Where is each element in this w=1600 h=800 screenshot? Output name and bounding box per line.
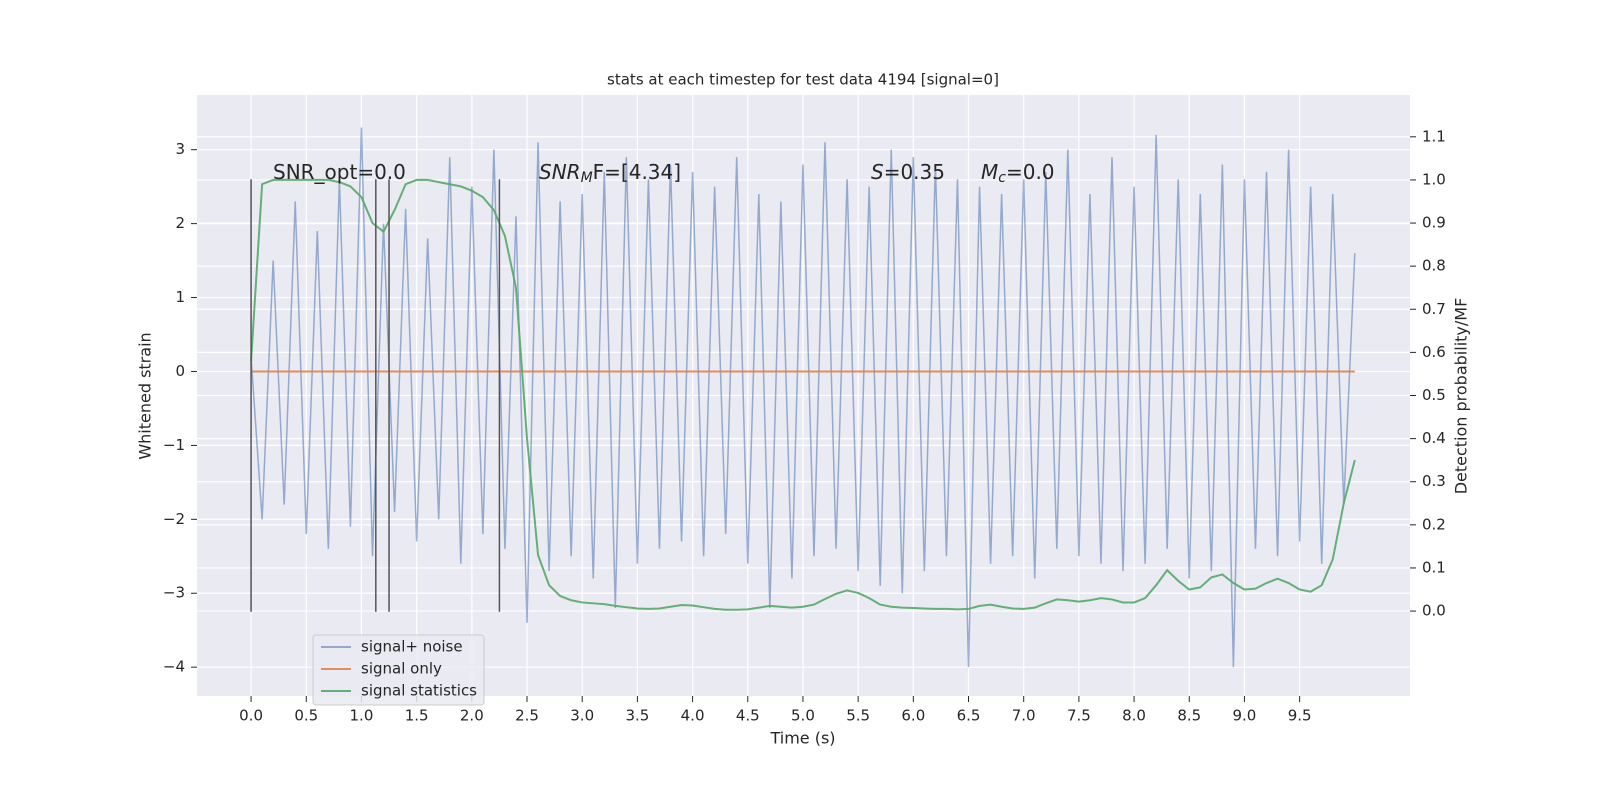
y2-tick-label: 0.7	[1422, 300, 1446, 318]
x-tick-label: 6.5	[957, 707, 981, 725]
annotation-rest: =0.0	[1006, 160, 1055, 184]
annotation: SNRMF=[4.34]	[539, 160, 681, 187]
y2-tick-label: 0.2	[1422, 515, 1446, 533]
y2-tick-label: 0.0	[1422, 602, 1446, 620]
x-tick-label: 5.0	[791, 707, 815, 725]
x-tick-label: 8.0	[1122, 707, 1146, 725]
chart-title: stats at each timestep for test data 419…	[607, 71, 999, 89]
x-tick-label: 6.0	[901, 707, 925, 725]
y2-tick-label: 0.8	[1422, 257, 1446, 275]
x-tick-label: 7.0	[1012, 707, 1036, 725]
x-tick-label: 2.0	[460, 707, 484, 725]
annotation-rest: =0.35	[884, 160, 945, 184]
y2-tick-label: 0.5	[1422, 386, 1446, 404]
legend-label: signal+ noise	[361, 638, 463, 656]
series-line	[250, 178, 1356, 611]
y2-tick-label: 0.9	[1422, 214, 1446, 232]
legend-box	[312, 634, 485, 706]
annotation-sub: M	[581, 170, 593, 186]
y-tick-label: 2	[175, 214, 185, 232]
y-tick-label: −2	[163, 510, 185, 528]
legend-label: signal statistics	[361, 682, 477, 700]
x-tick-label: 4.5	[736, 707, 760, 725]
x-tick-label: 9.0	[1233, 707, 1257, 725]
series-line	[250, 127, 1356, 668]
annotation-base: S	[871, 160, 884, 184]
x-tick-label: 7.5	[1067, 707, 1091, 725]
annotation-sub: c	[998, 170, 1006, 186]
y2-axis-label: Detection probability/MF	[1452, 298, 1471, 495]
annotation-rest: F=[4.34]	[593, 160, 681, 184]
x-tick-label: 0.5	[294, 707, 318, 725]
legend-label: signal only	[361, 660, 442, 678]
y-tick-label: −4	[163, 658, 185, 676]
annotation-base: SNR	[539, 160, 581, 184]
x-tick-label: 3.5	[625, 707, 649, 725]
y2-tick-label: 1.0	[1422, 170, 1446, 188]
x-tick-label: 2.5	[515, 707, 539, 725]
x-tick-label: 1.0	[350, 707, 374, 725]
y-tick-label: 0	[175, 362, 185, 380]
y2-tick-label: 0.4	[1422, 429, 1446, 447]
y-axis-label: Whitened strain	[136, 332, 155, 459]
annotation-base: SNR_opt=0.0	[273, 160, 406, 184]
annotation: Mc=0.0	[981, 160, 1055, 187]
x-tick-label: 5.5	[846, 707, 870, 725]
annotation-base: M	[981, 160, 998, 184]
y-tick-label: −1	[163, 436, 185, 454]
x-tick-label: 0.0	[239, 707, 263, 725]
y2-tick-label: 0.3	[1422, 472, 1446, 490]
x-tick-label: 1.5	[405, 707, 429, 725]
y-tick-label: 3	[175, 140, 185, 158]
y-tick-label: 1	[175, 288, 185, 306]
y2-tick-label: 1.1	[1422, 127, 1446, 145]
x-tick-label: 4.0	[681, 707, 705, 725]
y2-tick-label: 0.6	[1422, 343, 1446, 361]
annotation: SNR_opt=0.0	[273, 160, 406, 184]
x-tick-label: 8.5	[1177, 707, 1201, 725]
x-tick-label: 9.5	[1288, 707, 1312, 725]
x-tick-label: 3.0	[570, 707, 594, 725]
annotation: S=0.35	[871, 160, 945, 184]
y-tick-label: −3	[163, 584, 185, 602]
y2-tick-label: 0.1	[1422, 558, 1446, 576]
x-axis-label: Time (s)	[769, 729, 835, 748]
